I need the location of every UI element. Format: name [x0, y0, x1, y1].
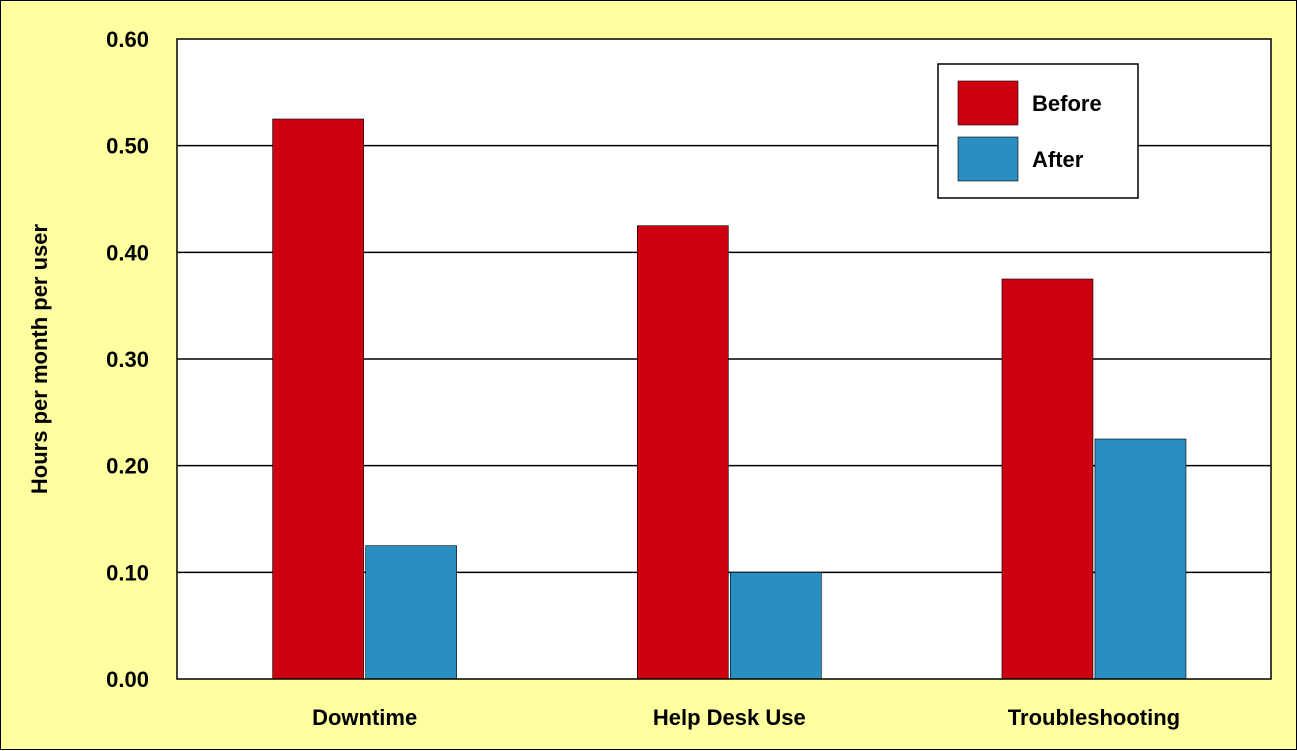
y-axis-label: Hours per month per user	[27, 223, 52, 494]
bar-before	[636, 225, 729, 680]
bar-before	[1001, 278, 1094, 680]
x-tick-label: Help Desk Use	[653, 705, 806, 730]
x-tick-label: Downtime	[312, 705, 417, 730]
y-tick-label: 0.00	[106, 667, 149, 692]
legend-swatch-before	[957, 80, 1019, 126]
legend: Before After	[937, 63, 1139, 199]
legend-label: Before	[1032, 91, 1102, 116]
y-tick-label: 0.20	[106, 454, 149, 479]
bar-after	[729, 572, 822, 680]
y-tick-label: 0.50	[106, 134, 149, 159]
y-tick-labels: 0.00 0.10 0.20 0.30 0.40 0.50 0.60	[106, 27, 149, 692]
bar-after	[1094, 438, 1187, 680]
plot-border	[176, 38, 1272, 680]
y-tick-label: 0.10	[106, 560, 149, 585]
bar-after	[365, 545, 457, 680]
y-tick-label: 0.60	[106, 27, 149, 52]
bars	[272, 118, 1187, 680]
y-tick-label: 0.40	[106, 240, 149, 265]
legend-label: After	[1032, 147, 1084, 172]
y-tick-label: 0.30	[106, 347, 149, 372]
x-tick-label: Troubleshooting	[1008, 705, 1180, 730]
bar-before	[272, 118, 364, 680]
x-tick-labels: Downtime Help Desk Use Troubleshooting	[312, 705, 1180, 730]
legend-swatch-after	[957, 136, 1019, 182]
